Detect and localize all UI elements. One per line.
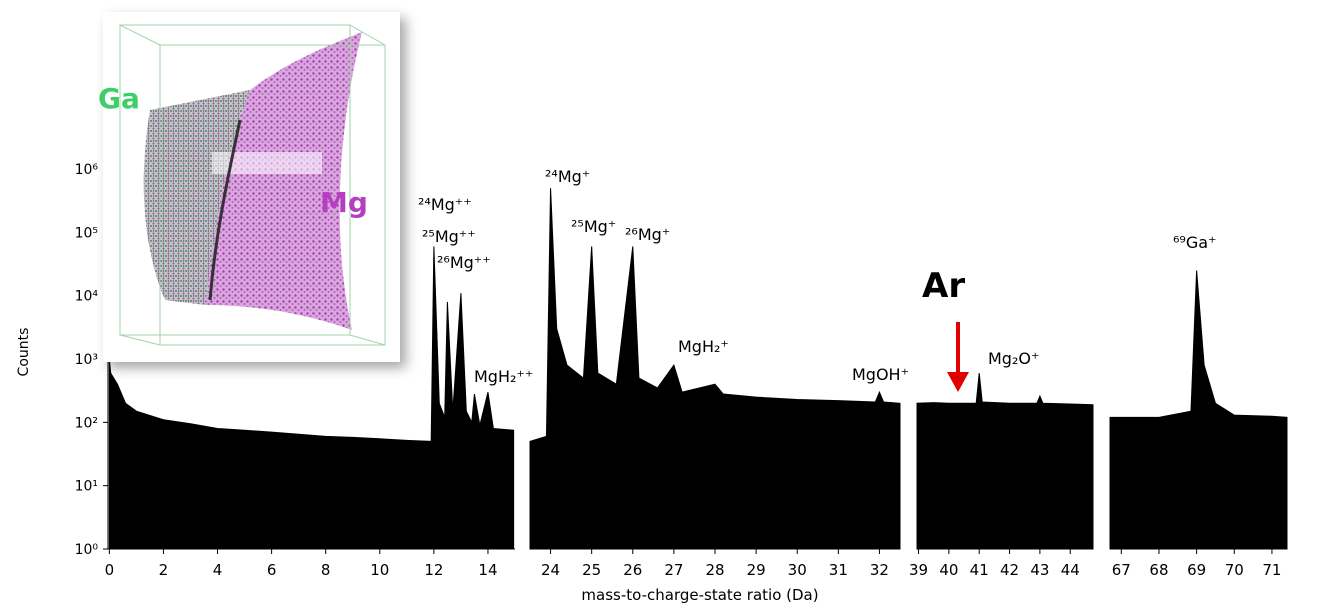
x-tick-label: 25 — [582, 561, 601, 579]
peak-label: ²⁶Mg⁺⁺ — [437, 253, 491, 272]
peak-label: MgH₂⁺⁺ — [474, 367, 533, 386]
peak-label: ²⁴Mg⁺ — [545, 167, 590, 186]
x-tick-label: 42 — [1000, 561, 1019, 579]
x-tick-label: 70 — [1225, 561, 1244, 579]
y-axis-label: Counts — [16, 328, 32, 377]
y-tick-label: 10³ — [75, 352, 98, 368]
peak-label: MgH₂⁺ — [678, 337, 729, 356]
inset-image: Ga Mg — [98, 12, 400, 362]
x-tick-label: 10 — [370, 561, 389, 579]
x-tick-label: 68 — [1149, 561, 1168, 579]
x-tick-label: 28 — [705, 561, 724, 579]
y-tick-label: 10⁵ — [75, 225, 98, 241]
x-tick-label: 67 — [1112, 561, 1131, 579]
y-tick-label: 10⁶ — [75, 162, 99, 178]
x-tick-label: 12 — [424, 561, 443, 579]
y-tick-label: 10⁴ — [75, 289, 99, 305]
x-tick-label: 8 — [321, 561, 331, 579]
inset-label: Mg — [320, 186, 368, 219]
inset-label: Ga — [98, 82, 140, 115]
x-tick-label: 30 — [788, 561, 807, 579]
peak-label: ²⁵Mg⁺ — [571, 217, 616, 236]
arrow-head — [947, 372, 969, 392]
y-tick-label: 10² — [75, 415, 98, 431]
peak-label: Mg₂O⁺ — [988, 349, 1039, 368]
x-tick-label: 32 — [870, 561, 889, 579]
x-tick-label: 26 — [623, 561, 642, 579]
peak-label: ²⁴Mg⁺⁺ — [418, 195, 472, 214]
ar-label: Ar — [922, 266, 965, 306]
spectrum-area — [1110, 271, 1287, 549]
peak-label: MgOH⁺ — [852, 365, 909, 384]
chart: Counts mass-to-charge-state ratio (Da) 1… — [0, 0, 1327, 615]
x-tick-label: 14 — [478, 561, 497, 579]
x-axis-label: mass-to-charge-state ratio (Da) — [581, 586, 818, 604]
peak-label: ²⁵Mg⁺⁺ — [422, 227, 476, 246]
y-tick-label: 10⁰ — [75, 542, 99, 558]
x-tick-label: 44 — [1061, 561, 1080, 579]
x-tick-label: 24 — [541, 561, 560, 579]
x-tick-label: 39 — [909, 561, 928, 579]
x-tick-label: 27 — [664, 561, 683, 579]
x-tick-label: 43 — [1030, 561, 1049, 579]
x-tick-label: 4 — [213, 561, 223, 579]
x-tick-label: 29 — [747, 561, 766, 579]
x-tick-label: 40 — [939, 561, 958, 579]
x-tick-label: 69 — [1187, 561, 1206, 579]
peak-label: ⁶⁹Ga⁺ — [1173, 233, 1216, 252]
x-tick-label: 71 — [1262, 561, 1281, 579]
peak-label: ²⁶Mg⁺ — [625, 225, 670, 244]
spectrum-area — [530, 188, 900, 549]
x-tick-label: 41 — [970, 561, 989, 579]
y-tick-label: 10¹ — [75, 479, 98, 495]
x-tick-label: 6 — [267, 561, 277, 579]
x-tick-label: 2 — [159, 561, 169, 579]
x-tick-label: 31 — [829, 561, 848, 579]
spectrum-area — [917, 373, 1093, 549]
x-tick-label: 0 — [105, 561, 115, 579]
